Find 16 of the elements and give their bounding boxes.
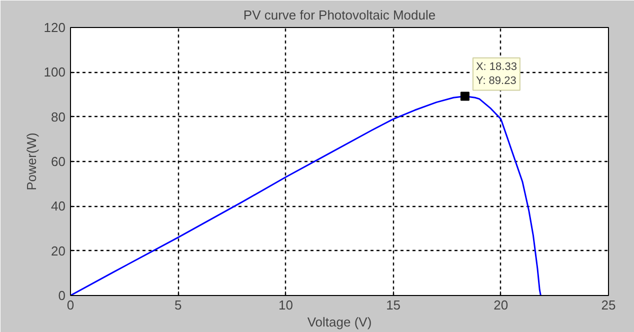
y-tick-label: 40 — [51, 198, 66, 214]
x-tick-label: 10 — [278, 298, 293, 312]
y-tick-label: 80 — [51, 109, 66, 124]
y-tick-label: 120 — [44, 20, 66, 35]
x-tick-label: 15 — [386, 298, 401, 312]
y-tick-label: 100 — [44, 64, 66, 80]
y-tick-label: 60 — [51, 154, 66, 169]
y-axis-title: Power(W) — [24, 132, 39, 190]
x-tick-label: 25 — [601, 298, 616, 312]
chart-title: PV curve for Photovoltaic Module — [243, 8, 436, 22]
y-tick-label: 0 — [58, 288, 66, 303]
y-tick-label: 20 — [51, 243, 66, 258]
annotation: X: 18.33 Y: 89.23 — [476, 60, 517, 88]
x-tick-label: 5 — [174, 298, 182, 312]
x-tick-label: 20 — [494, 298, 508, 312]
x-axis-title: Voltage (V) — [307, 314, 372, 330]
